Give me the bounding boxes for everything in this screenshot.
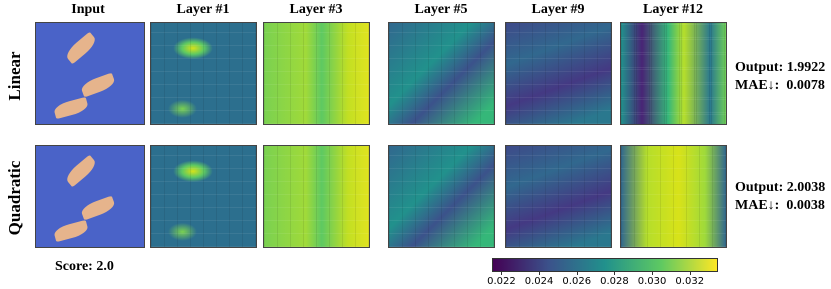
score-value: 2.0: [96, 259, 114, 274]
heatmap: [388, 145, 495, 248]
heatmap: [150, 22, 257, 125]
tick-mark: [539, 272, 541, 275]
tick-mark: [576, 272, 578, 275]
colorbar: [492, 258, 718, 272]
mae-value: 0.0038: [786, 198, 825, 213]
tick-mark: [614, 272, 616, 275]
heatmap: [150, 145, 257, 248]
column-title: Input: [71, 2, 105, 17]
column-title: Layer #3: [289, 2, 343, 17]
output: Output: 1.9922: [735, 60, 825, 76]
tick-label: 0.030: [637, 276, 667, 287]
mae-label: MAE↓:: [735, 78, 780, 93]
mae: MAE↓: 0.0078: [735, 78, 825, 94]
heatmap: [388, 22, 495, 125]
heatmap: [505, 22, 612, 125]
tick-label: 0.026: [562, 276, 592, 287]
score: Score: 2.0: [55, 259, 114, 275]
output-label: Output:: [735, 60, 784, 75]
column-title: Layer #1: [176, 2, 230, 17]
heatmap: [505, 145, 612, 248]
heatmap: [263, 22, 370, 125]
input-image: [35, 22, 145, 125]
tick-mark: [689, 272, 691, 275]
mae-value: 0.0078: [786, 78, 825, 93]
heatmap: [620, 145, 727, 248]
tick-label: 0.022: [487, 276, 516, 287]
output-value: 2.0038: [786, 180, 826, 195]
column-title: Layer #5: [414, 2, 468, 17]
score-label: Score:: [55, 259, 93, 274]
output: Output: 2.0038: [735, 180, 825, 196]
output-label: Output:: [735, 180, 784, 195]
row-label: Quadratic: [5, 160, 24, 236]
tick-label: 0.024: [524, 276, 554, 287]
tick-mark: [501, 272, 503, 275]
output-value: 1.9922: [786, 60, 826, 75]
mae-label: MAE↓:: [735, 198, 780, 213]
tick-label: 0.032: [675, 276, 705, 287]
row-label: Linear: [5, 51, 24, 101]
tick-label: 0.028: [600, 276, 629, 287]
column-title: Layer #9: [531, 2, 585, 17]
heatmap: [263, 145, 370, 248]
mae: MAE↓: 0.0038: [735, 198, 825, 214]
tick-mark: [652, 272, 654, 275]
heatmap: [620, 22, 727, 125]
input-image: [35, 145, 145, 248]
column-title: Layer #12: [642, 2, 703, 17]
